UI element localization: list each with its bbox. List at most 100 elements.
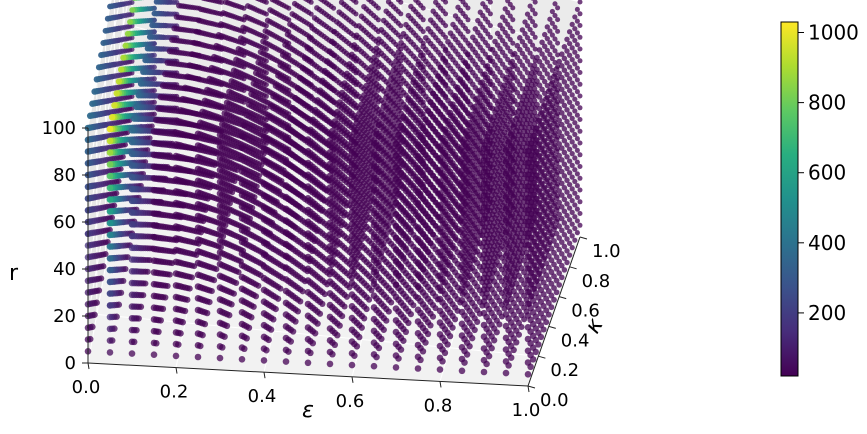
scatter-point [574,147,580,153]
scatter-point [524,11,531,17]
scatter-point [442,47,449,54]
scatter-point [552,60,558,66]
scatter-point [530,30,536,37]
scatter-point [497,22,503,28]
scatter-point [173,14,180,20]
scatter-point [564,165,570,172]
scatter-point [566,40,573,47]
scatter-point [564,224,570,230]
scatter-point [455,4,461,10]
scatter-point [524,46,531,52]
scatter-point [572,190,578,196]
scatter-point [405,12,412,19]
scatter-point [492,38,498,45]
scatter-point [530,42,536,48]
gridline-r [87,0,581,176]
scatter-point [501,82,508,89]
scatter-point [577,152,583,158]
scatter-point [329,38,335,45]
scatter-point [470,34,476,41]
scatter-point [380,17,387,24]
scatter-point [356,23,362,29]
scatter-point [574,18,580,24]
scatter-point [566,146,573,152]
scatter-point [375,36,382,43]
scatter-point [569,209,575,216]
scatter-point [395,49,402,55]
scatter-point [555,40,561,46]
scatter-point [564,142,570,148]
scatter-point [566,87,573,94]
scatter-point [510,5,516,11]
scatter-point [574,100,580,106]
scatter-point [291,0,298,7]
scatter-point [522,19,528,25]
scatter-point [524,58,531,64]
scatter-point [574,218,580,224]
scatter-point [564,259,570,266]
scatter-point [569,68,575,75]
scatter-point [572,237,578,243]
scatter-point [302,0,306,1]
scatter-point [403,21,409,28]
scatter-point [395,0,401,3]
scatter-point [564,177,570,183]
scatter-point [566,205,573,211]
scatter-point [433,0,439,5]
scatter-point [566,64,573,70]
scatter-point [306,35,313,41]
scatter-point [569,244,575,251]
scatter-point [527,27,533,33]
scatter-point [577,0,583,5]
scatter-point [561,43,568,50]
scatter-point [524,23,531,29]
scatter-point [430,8,436,14]
scatter-point [481,71,488,78]
scatter-point [577,199,583,205]
scatter-point [176,2,182,9]
scatter-point [517,35,523,41]
scatter-point [522,78,528,84]
scatter-point [240,24,247,31]
scatter-point [539,39,545,46]
scatter-point [489,46,496,53]
scatter-point [314,5,320,11]
scatter-point [577,81,583,87]
scatter-point [574,136,580,142]
scatter-point [564,83,570,90]
scatter-point [524,70,531,76]
scatter-point [542,67,548,73]
scatter-point [264,17,271,24]
scatter-point [383,8,389,14]
scatter-point [522,42,528,49]
scatter-point [542,43,548,49]
scatter-point [544,59,550,65]
scatter-point [532,34,538,40]
scatter-point [564,71,570,78]
scatter-point [408,3,414,10]
scatter-point [547,63,553,69]
scatter-point [524,34,531,41]
scatter-point [564,248,570,254]
scatter-point [282,41,289,48]
scatter-point [510,40,516,46]
scatter-point [507,48,513,54]
scatter-point [532,46,538,52]
scatter-point [566,111,573,117]
scatter-point [519,50,526,57]
scatter-point [577,46,583,52]
scatter-point [530,54,536,60]
scatter-point [373,45,380,52]
scatter-point [499,14,506,20]
scatter-point [564,107,570,113]
scatter-point [458,0,463,2]
scatter-point [507,37,513,43]
scatter-point [519,27,526,33]
scatter-point [561,231,568,238]
scatter-point [527,3,533,9]
scatter-point [459,67,466,74]
scatter-point [464,51,471,57]
scatter-point [487,0,493,5]
scatter-point [289,11,296,17]
